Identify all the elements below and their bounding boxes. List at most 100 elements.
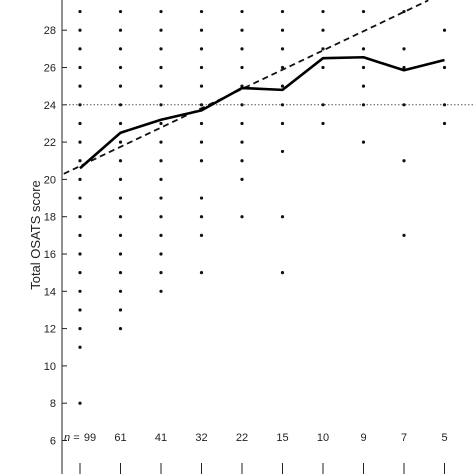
scatter-point xyxy=(321,47,325,51)
scatter-point xyxy=(402,47,406,51)
scatter-point xyxy=(199,84,204,88)
scatter-point xyxy=(78,196,82,200)
scatter-point xyxy=(199,47,204,51)
scatter-point xyxy=(78,65,82,70)
scatter-point xyxy=(361,65,366,70)
scatter-point xyxy=(159,177,163,181)
scatter-point xyxy=(361,47,366,51)
n-count-label: 5 xyxy=(441,432,447,444)
scatter-point xyxy=(199,159,204,163)
scatter-point xyxy=(402,65,406,70)
scatter-point xyxy=(159,9,163,14)
scatter-point xyxy=(402,103,406,107)
scatter-point xyxy=(321,9,325,14)
scatter-point xyxy=(199,233,204,237)
scatter-point xyxy=(321,121,325,126)
scatter-points-layer xyxy=(78,9,447,405)
scatter-point xyxy=(280,28,285,32)
x-axis xyxy=(61,463,445,474)
scatter-point xyxy=(118,233,123,237)
scatter-point xyxy=(159,215,163,219)
scatter-point xyxy=(118,84,123,88)
y-tick-label: 8 xyxy=(50,398,56,410)
scatter-point xyxy=(118,140,123,144)
scatter-point xyxy=(118,9,123,14)
scatter-point xyxy=(159,65,163,70)
n-count-label: 15 xyxy=(276,432,288,444)
scatter-point xyxy=(78,401,82,405)
scatter-point xyxy=(361,140,366,144)
n-labels-layer: n = 99 61 41 32 22 15 10 9 7 5 xyxy=(64,432,448,444)
scatter-point xyxy=(442,121,447,126)
n-count-label: 61 xyxy=(114,432,126,444)
scatter-point xyxy=(240,121,244,126)
scatter-point xyxy=(199,215,204,219)
scatter-point xyxy=(240,215,244,219)
y-tick-label: 26 xyxy=(44,63,56,75)
n-count-label: 9 xyxy=(360,432,366,444)
scatter-point xyxy=(199,28,204,32)
n-prefix-label: n = xyxy=(64,432,80,444)
scatter-point xyxy=(240,28,244,32)
scatter-point xyxy=(159,47,163,51)
n-count-label: 41 xyxy=(155,432,167,444)
scatter-point xyxy=(159,103,163,107)
scatter-point xyxy=(159,28,163,32)
scatter-point xyxy=(78,28,82,32)
scatter-point xyxy=(199,196,204,200)
scatter-point xyxy=(321,28,325,32)
scatter-point xyxy=(118,308,123,312)
scatter-point xyxy=(159,196,163,200)
scatter-point xyxy=(78,215,82,219)
scatter-point xyxy=(159,289,163,293)
scatter-point xyxy=(78,121,82,126)
n-count-label: 22 xyxy=(236,432,248,444)
scatter-point xyxy=(118,65,123,70)
scatter-point xyxy=(118,177,123,181)
scatter-point xyxy=(78,252,82,256)
scatter-point xyxy=(78,233,82,237)
scatter-point xyxy=(78,271,82,275)
scatter-point xyxy=(159,121,163,126)
scatter-point xyxy=(78,140,82,144)
y-axis: 6 8 10 12 14 16 18 20 22 24 26 28 xyxy=(44,0,67,474)
scatter-point xyxy=(118,103,123,107)
scatter-point xyxy=(199,103,204,107)
scatter-point xyxy=(199,140,204,144)
y-tick-label: 24 xyxy=(44,100,56,112)
scatter-point xyxy=(118,196,123,200)
scatter-point xyxy=(240,140,244,144)
n-count-label: 10 xyxy=(317,432,329,444)
mean-line xyxy=(79,55,445,170)
scatter-point xyxy=(159,159,163,163)
scatter-point xyxy=(280,65,285,70)
mean-line-layer xyxy=(79,55,445,170)
scatter-point xyxy=(118,215,123,219)
scatter-point xyxy=(280,271,285,275)
scatter-point xyxy=(78,327,82,331)
y-tick-label: 22 xyxy=(44,137,56,149)
scatter-point xyxy=(78,159,82,163)
scatter-point xyxy=(280,9,285,14)
scatter-point xyxy=(199,65,204,70)
scatter-point xyxy=(280,103,285,107)
scatter-point xyxy=(240,159,244,163)
scatter-point xyxy=(118,28,123,32)
scatter-point xyxy=(78,103,82,107)
scatter-point xyxy=(78,84,82,88)
n-count-label: 32 xyxy=(195,432,207,444)
scatter-point xyxy=(78,47,82,51)
y-tick-label: 18 xyxy=(44,212,56,224)
scatter-point xyxy=(402,233,406,237)
y-axis-title: Total OSATS score xyxy=(28,180,43,290)
scatter-point xyxy=(321,65,325,70)
scatter-point xyxy=(321,103,325,107)
scatter-point xyxy=(118,271,123,275)
scatter-point xyxy=(118,121,123,126)
scatter-point xyxy=(240,65,244,70)
scatter-point xyxy=(240,9,244,14)
n-count-label: 7 xyxy=(401,432,407,444)
scatter-point xyxy=(199,121,204,126)
scatter-point xyxy=(159,252,163,256)
